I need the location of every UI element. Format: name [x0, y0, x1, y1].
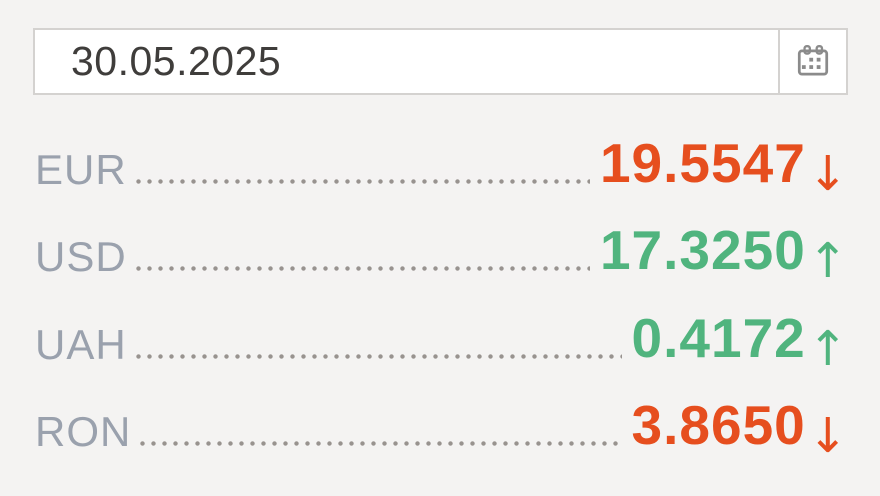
dotted-leader: [132, 266, 590, 271]
date-picker: [33, 28, 848, 95]
rate-figure: 3.8650 ↓: [631, 394, 848, 461]
rate-row-usd: USD 17.3250 ↑: [35, 191, 848, 286]
currency-code: RON: [35, 408, 132, 455]
rate-row-uah: UAH 0.4172 ↑: [35, 278, 848, 373]
trend-down-icon: ↓: [807, 145, 848, 202]
dotted-leader: [137, 441, 622, 446]
dotted-leader: [132, 178, 590, 184]
rate-figure: 19.5547 ↓: [599, 131, 848, 198]
date-input[interactable]: [35, 30, 778, 93]
trend-up-icon: ↑: [807, 233, 848, 289]
calendar-button[interactable]: [778, 30, 846, 93]
trend-up-icon: ↑: [807, 320, 848, 377]
rate-figure: 17.3250 ↑: [599, 219, 848, 286]
calendar-icon: [797, 44, 829, 76]
currency-code: EUR: [35, 145, 127, 193]
exchange-rates-list: EUR 19.5547 ↓ USD 17.3250 ↑ UAH 0.4172 ↑…: [35, 103, 848, 461]
rate-row-ron: RON 3.8650 ↓: [35, 366, 848, 461]
rate-figure: 0.4172 ↑: [631, 306, 848, 373]
trend-down-icon: ↓: [807, 408, 848, 464]
currency-code: UAH: [35, 320, 127, 368]
currency-code: USD: [35, 233, 127, 280]
rate-value: 19.5547: [599, 131, 806, 194]
rate-value: 0.4172: [631, 306, 806, 369]
rate-row-eur: EUR 19.5547 ↓: [35, 103, 848, 198]
dotted-leader: [132, 353, 622, 359]
rate-value: 17.3250: [599, 219, 806, 281]
rate-value: 3.8650: [631, 394, 806, 456]
